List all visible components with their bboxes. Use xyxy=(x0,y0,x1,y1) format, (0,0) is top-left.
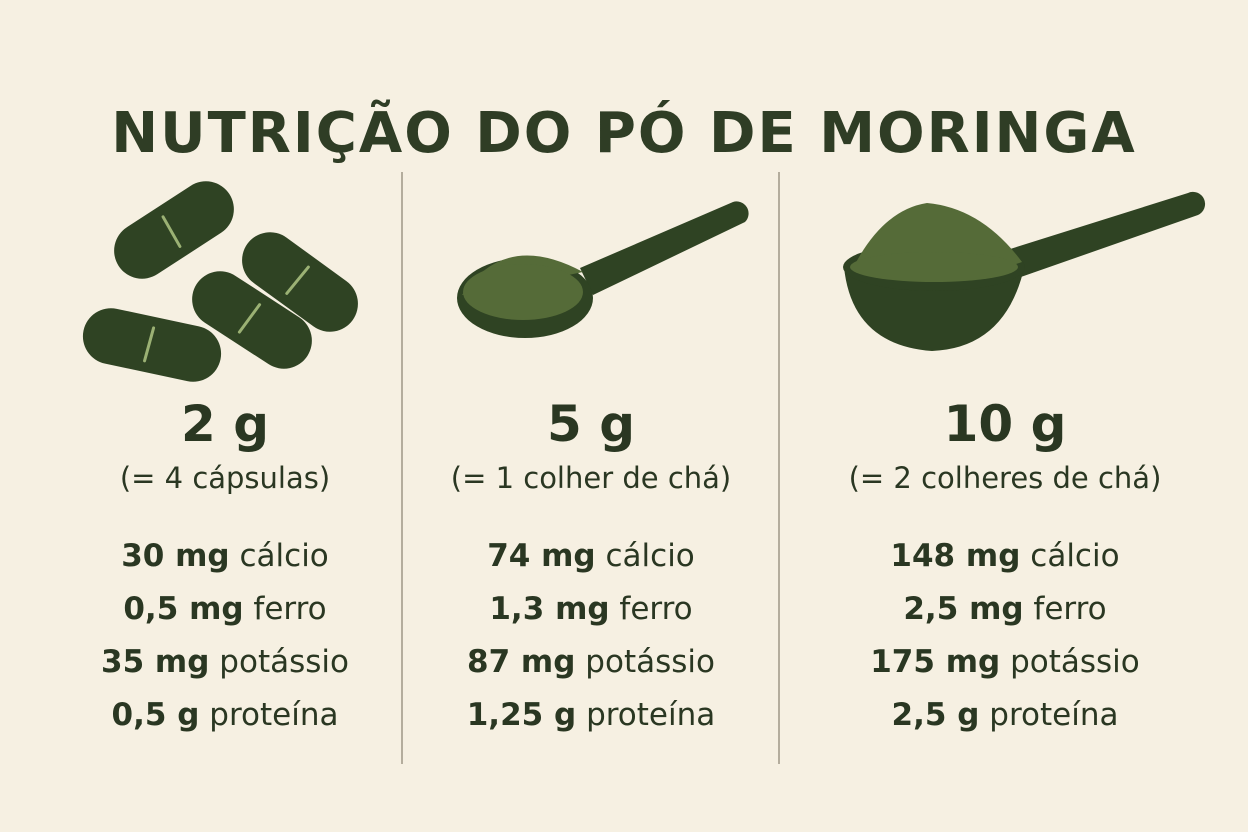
nutrient-list: 148 mg cálcio 2,5 mg ferro 175 mg potáss… xyxy=(782,530,1228,742)
nutrient-name: ferro xyxy=(619,591,693,627)
capsules-icon xyxy=(50,170,370,394)
nutrient-name: ferro xyxy=(253,591,327,627)
serving-equivalent: (= 2 colheres de chá) xyxy=(848,461,1162,495)
nutrient-name: cálcio xyxy=(239,538,329,574)
nutrient-protein: 0,5 g proteína xyxy=(50,689,400,742)
nutrient-potassium: 35 mg potássio xyxy=(50,636,400,689)
nutrient-iron: 0,5 mg ferro xyxy=(50,583,400,636)
serving-amount: 2 g xyxy=(181,395,269,453)
nutrient-quantity: 0,5 mg xyxy=(123,591,244,627)
nutrient-list: 30 mg cálcio 0,5 mg ferro 35 mg potássio… xyxy=(50,530,400,742)
nutrient-potassium: 175 mg potássio xyxy=(782,636,1228,689)
nutrient-calcium: 30 mg cálcio xyxy=(50,530,400,583)
nutrient-iron: 2,5 mg ferro xyxy=(782,583,1228,636)
nutrient-calcium: 74 mg cálcio xyxy=(405,530,777,583)
nutrient-quantity: 87 mg xyxy=(467,644,576,680)
nutrient-name: proteína xyxy=(586,697,716,733)
nutrient-name: potássio xyxy=(219,644,349,680)
serving-equivalent: (= 1 colher de chá) xyxy=(450,461,732,495)
teaspoon-powder-icon xyxy=(405,170,777,374)
page-title: NUTRIÇÃO DO PÓ DE MORINGA xyxy=(111,100,1137,166)
nutrient-quantity: 148 mg xyxy=(890,538,1021,574)
nutrient-protein: 1,25 g proteína xyxy=(405,689,777,742)
column-2g: 2 g (= 4 cápsulas) 30 mg cálcio 0,5 mg f… xyxy=(50,0,400,832)
nutrient-calcium: 148 mg cálcio xyxy=(782,530,1228,583)
nutrient-quantity: 1,3 mg xyxy=(489,591,610,627)
column-divider-left xyxy=(401,172,403,764)
column-5g: 5 g (= 1 colher de chá) 74 mg cálcio 1,3… xyxy=(405,0,777,832)
nutrient-quantity: 175 mg xyxy=(870,644,1001,680)
nutrient-name: proteína xyxy=(989,697,1119,733)
nutrient-quantity: 2,5 g xyxy=(891,697,980,733)
serving-equivalent: (= 4 cápsulas) xyxy=(119,461,331,495)
nutrient-protein: 2,5 g proteína xyxy=(782,689,1228,742)
nutrient-name: potássio xyxy=(585,644,715,680)
nutrient-quantity: 30 mg xyxy=(121,538,230,574)
nutrient-quantity: 74 mg xyxy=(487,538,596,574)
column-divider-right xyxy=(778,172,780,764)
heaped-spoon-powder-icon xyxy=(782,170,1228,384)
nutrient-quantity: 0,5 g xyxy=(111,697,200,733)
nutrient-quantity: 2,5 mg xyxy=(903,591,1024,627)
nutrient-quantity: 35 mg xyxy=(101,644,210,680)
column-10g: 10 g (= 2 colheres de chá) 148 mg cálcio… xyxy=(782,0,1228,832)
nutrient-name: cálcio xyxy=(605,538,695,574)
nutrient-list: 74 mg cálcio 1,3 mg ferro 87 mg potássio… xyxy=(405,530,777,742)
nutrient-iron: 1,3 mg ferro xyxy=(405,583,777,636)
nutrient-name: potássio xyxy=(1010,644,1140,680)
serving-amount: 5 g xyxy=(547,395,635,453)
nutrient-name: ferro xyxy=(1033,591,1107,627)
nutrient-potassium: 87 mg potássio xyxy=(405,636,777,689)
nutrient-name: proteína xyxy=(209,697,339,733)
nutrient-name: cálcio xyxy=(1030,538,1120,574)
nutrient-quantity: 1,25 g xyxy=(466,697,577,733)
serving-amount: 10 g xyxy=(943,395,1067,453)
